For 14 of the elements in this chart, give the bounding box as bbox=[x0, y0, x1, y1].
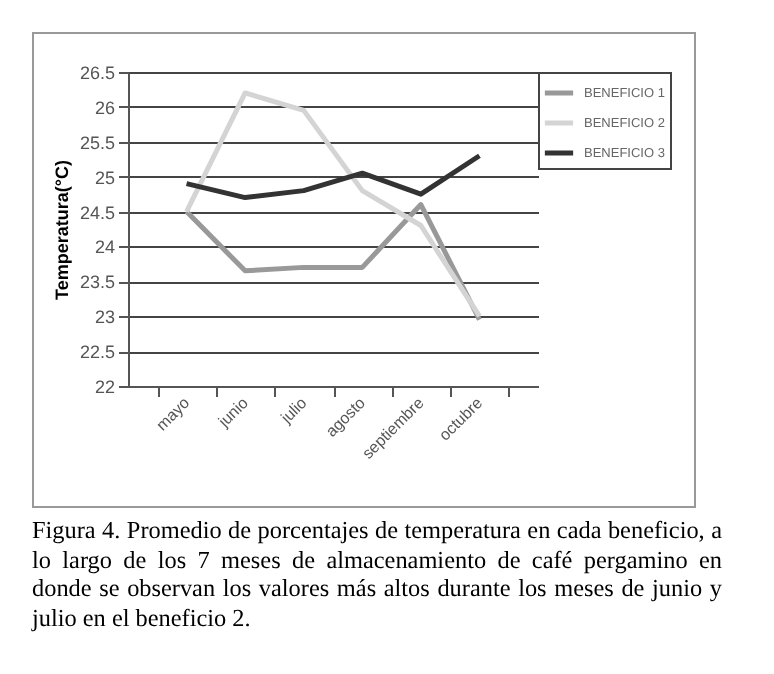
y-tick-label: 23.5 bbox=[79, 272, 115, 293]
y-tick-label: 22.5 bbox=[79, 342, 115, 363]
line-series bbox=[184, 153, 482, 201]
line-series bbox=[184, 90, 482, 319]
y-tick-label: 26 bbox=[94, 97, 115, 118]
y-tick-label: 23 bbox=[94, 307, 115, 328]
text: Figura 4. Promedio de porcentajes de temperatura en cada beneficio, a lo largo de los 7 meses de almacenamiento de café pergamino en donde se observan los valores más altos durante los meses de junio y julio en el beneficio 2. bbox=[32, 516, 722, 632]
y-tick-label: 24 bbox=[94, 237, 115, 258]
y-tick-label: 25 bbox=[94, 167, 115, 188]
y-tick-label: 24.5 bbox=[79, 202, 115, 223]
y-tick-label: 22 bbox=[94, 377, 115, 397]
y-axis-title: Temperatura(°C) bbox=[51, 160, 72, 300]
y-tick-label: 26.5 bbox=[79, 63, 115, 83]
y-tick-label: 25.5 bbox=[79, 132, 115, 153]
